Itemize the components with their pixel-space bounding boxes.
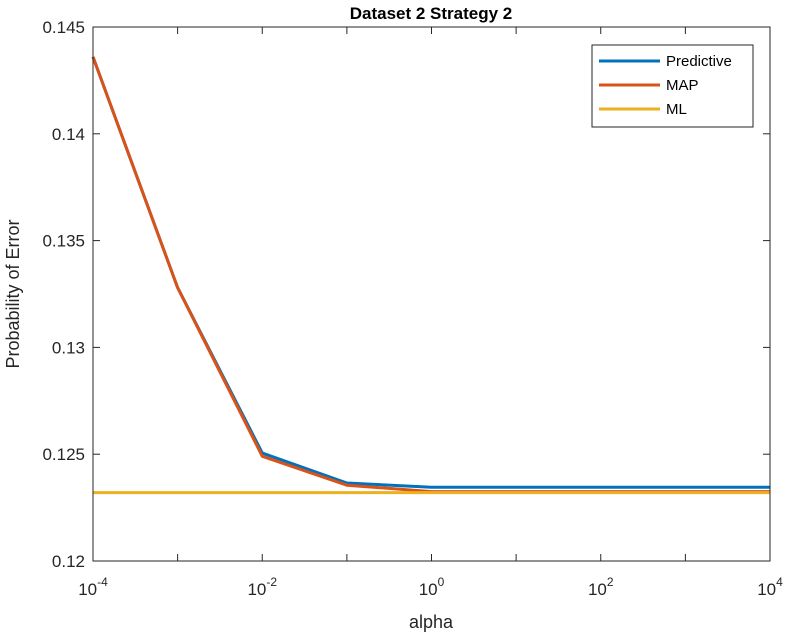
x-tick-exponent: 4	[776, 575, 783, 589]
legend-label: MAP	[666, 77, 699, 94]
y-tick-label: 0.135	[42, 232, 85, 251]
legend-label: ML	[666, 101, 687, 118]
x-tick-base: 10	[419, 580, 438, 599]
legend-label: Predictive	[666, 53, 732, 70]
y-tick-label: 0.145	[42, 18, 85, 37]
x-tick-base: 10	[588, 580, 607, 599]
axes-box	[92, 26, 771, 562]
x-tick-exponent: -4	[97, 575, 108, 589]
x-tick-label: 10-2	[247, 575, 277, 599]
x-tick-label: 102	[588, 575, 614, 599]
y-tick-label: 0.125	[42, 445, 85, 464]
x-tick-base: 10	[78, 580, 97, 599]
legend: Predictive MAP ML	[591, 44, 754, 128]
x-tick-label: 100	[419, 575, 445, 599]
series-lines	[91, 56, 770, 495]
x-tick-label: 10-4	[78, 575, 108, 599]
y-tick-label: 0.13	[52, 338, 85, 357]
y-tick-label: 0.12	[52, 552, 85, 571]
x-tick-base: 10	[247, 580, 266, 599]
chart-title: Dataset 2 Strategy 2	[350, 4, 513, 23]
x-tick-exponent: -2	[266, 575, 277, 589]
y-tick-label: 0.14	[52, 125, 85, 144]
ticks: 10-4 10-2 100 102 1040.120.1250.130.1350.140…	[42, 18, 783, 599]
x-tick-exponent: 2	[607, 575, 614, 589]
x-tick-base: 10	[757, 580, 776, 599]
x-tick-exponent: 0	[438, 575, 445, 589]
x-axis-label: alpha	[409, 612, 454, 632]
x-tick-label: 104	[757, 575, 783, 599]
y-axis-label: Probability of Error	[3, 219, 23, 368]
